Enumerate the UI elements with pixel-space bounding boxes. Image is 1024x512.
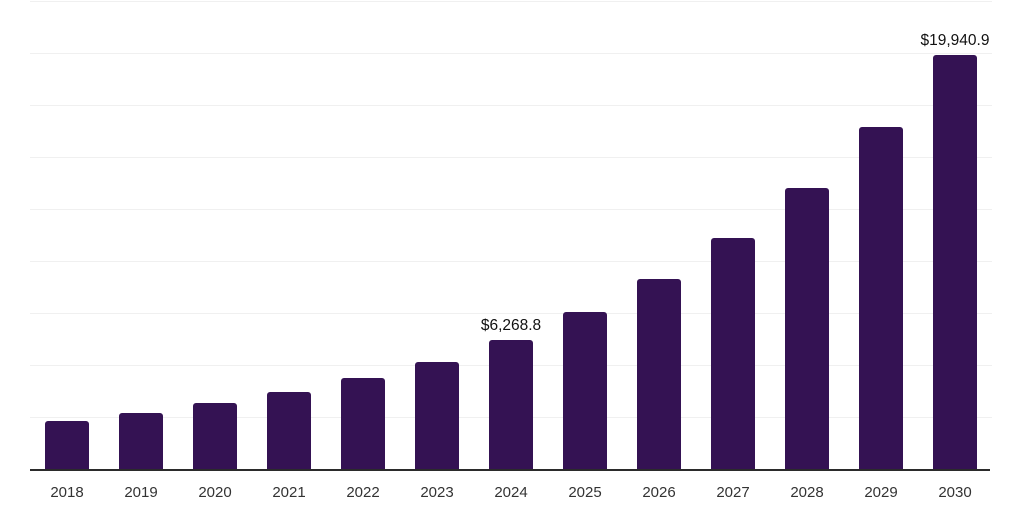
x-axis-tick-labels: 2018 2019 2020 2021 2022 2023 2024 2025 2026 2027… [30, 484, 992, 501]
x-tick-label-2028: 2028 [790, 484, 824, 501]
bar-2025 [563, 311, 607, 470]
x-tick-label-2023: 2023 [420, 484, 454, 501]
bar-2026 [637, 278, 681, 470]
bar-slot-2021 [252, 2, 326, 470]
gridline [30, 105, 992, 106]
bar-slot-2019 [104, 2, 178, 470]
bar-2022 [341, 378, 385, 470]
gridline [30, 209, 992, 210]
bar-2019 [119, 413, 163, 470]
bar-slot-2027 [696, 2, 770, 470]
bar-slot-2020 [178, 2, 252, 470]
gridline [30, 313, 992, 314]
bar-value-label-2030: $19,940.9 [920, 32, 990, 50]
x-tick-label-2021: 2021 [272, 484, 306, 501]
x-tick-label-2022: 2022 [346, 484, 380, 501]
gridline [30, 53, 992, 54]
bar-2029 [859, 126, 903, 470]
bar-2030 [933, 55, 977, 470]
x-tick-label-2025: 2025 [568, 484, 602, 501]
gridline [30, 157, 992, 158]
bar-slot-2026 [622, 2, 696, 470]
x-tick-label-2020: 2020 [198, 484, 232, 501]
x-tick-label-2019: 2019 [124, 484, 158, 501]
gridline [30, 1, 992, 2]
x-axis-line [30, 469, 990, 471]
bar-2021 [267, 392, 311, 470]
bar-2018 [45, 420, 89, 470]
x-tick-label-2024: 2024 [494, 484, 528, 501]
bar-slot-2030: $19,940.9 [918, 2, 992, 470]
bar-slot-2018 [30, 2, 104, 470]
bar-2028 [785, 187, 829, 470]
bar-value-label-2024: $6,268.8 [480, 316, 542, 334]
gridline [30, 261, 992, 262]
plot-area: $6,268.8 $19,940.9 [30, 1, 992, 470]
bar-series: $6,268.8 $19,940.9 [30, 2, 992, 470]
bar-2020 [193, 403, 237, 470]
x-tick-label-2026: 2026 [642, 484, 676, 501]
bar-slot-2025 [548, 2, 622, 470]
bar-2023 [415, 361, 459, 470]
bar-slot-2024: $6,268.8 [474, 2, 548, 470]
bar-slot-2028 [770, 2, 844, 470]
bar-slot-2023 [400, 2, 474, 470]
bar-2027 [711, 237, 755, 470]
bar-slot-2022 [326, 2, 400, 470]
x-tick-label-2029: 2029 [864, 484, 898, 501]
x-tick-label-2018: 2018 [50, 484, 84, 501]
bar-slot-2029 [844, 2, 918, 470]
x-tick-label-2030: 2030 [938, 484, 972, 501]
bar-2024 [489, 339, 533, 470]
x-tick-label-2027: 2027 [716, 484, 750, 501]
